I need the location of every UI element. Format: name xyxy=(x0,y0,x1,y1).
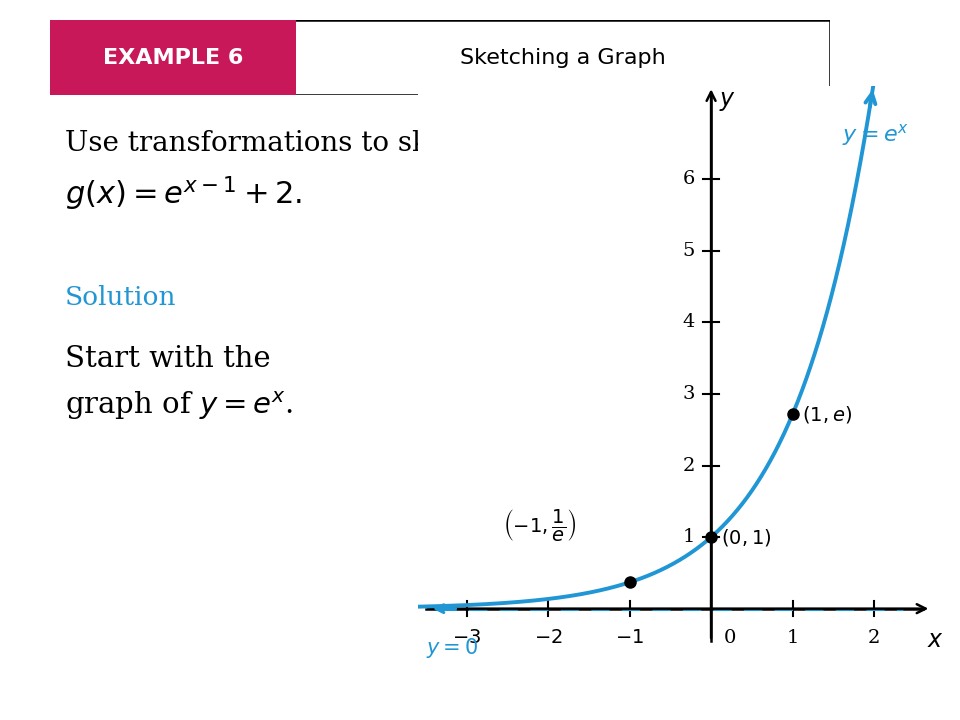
Text: 4: 4 xyxy=(683,313,695,331)
Text: $y$: $y$ xyxy=(719,90,736,113)
Text: 1: 1 xyxy=(786,629,799,647)
Text: $y = e^x$: $y = e^x$ xyxy=(842,122,908,148)
Text: $\left(-1, \dfrac{1}{e}\right)$: $\left(-1, \dfrac{1}{e}\right)$ xyxy=(503,507,577,543)
Text: 3: 3 xyxy=(683,385,695,403)
Text: EXAMPLE 6: EXAMPLE 6 xyxy=(103,48,243,68)
Text: Use transformations to sketch the graph of: Use transformations to sketch the graph … xyxy=(65,130,672,157)
Text: Solution: Solution xyxy=(65,285,177,310)
Text: $-2$: $-2$ xyxy=(534,629,563,647)
Text: $g(x) = e^{x-1} + 2.$: $g(x) = e^{x-1} + 2.$ xyxy=(65,175,302,214)
Text: $(1, e)$: $(1, e)$ xyxy=(803,404,852,425)
Text: Sketching a Graph: Sketching a Graph xyxy=(460,48,666,68)
Text: $(0, 1)$: $(0, 1)$ xyxy=(721,526,771,548)
Text: 2: 2 xyxy=(683,456,695,474)
Text: 2: 2 xyxy=(868,629,880,647)
Text: Start with the: Start with the xyxy=(65,345,271,373)
Text: 1: 1 xyxy=(683,528,695,546)
Bar xyxy=(50,20,296,95)
Text: $x$: $x$ xyxy=(927,629,944,652)
Text: graph of $y = e^x$.: graph of $y = e^x$. xyxy=(65,390,293,423)
Text: 5: 5 xyxy=(683,242,695,260)
Text: 0: 0 xyxy=(723,629,735,647)
Text: $y = 0$: $y = 0$ xyxy=(425,636,478,660)
Text: 6: 6 xyxy=(683,171,695,189)
Text: $-3$: $-3$ xyxy=(452,629,481,647)
Text: $-1$: $-1$ xyxy=(615,629,644,647)
